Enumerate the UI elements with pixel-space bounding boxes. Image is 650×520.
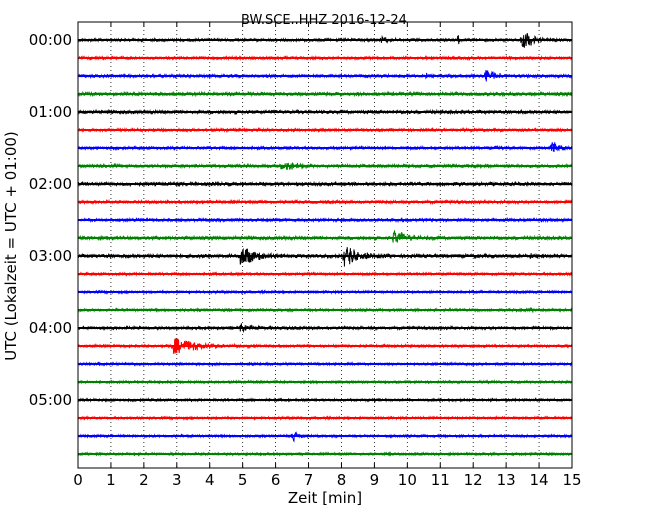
x-tick-label: 6: [271, 471, 281, 489]
x-tick-label: 11: [431, 471, 450, 489]
y-tick-label: 00:00: [29, 31, 72, 49]
y-tick-label: 03:00: [29, 247, 72, 265]
trace-layer: [77, 32, 573, 457]
y-axis: 00:00 01:00 02:00 03:00 04:00 05:00: [29, 31, 572, 409]
x-tick-label: 1: [106, 471, 116, 489]
y-axis-label: UTC (Lokalzeit = UTC + 01:00): [2, 131, 20, 361]
x-tick-label: 14: [530, 471, 549, 489]
x-tick-label: 15: [562, 471, 581, 489]
x-tick-label: 3: [172, 471, 182, 489]
y-tick-label: 05:00: [29, 391, 72, 409]
x-tick-label: 8: [337, 471, 347, 489]
x-axis-label: Zeit [min]: [288, 489, 362, 507]
x-tick-label: 13: [497, 471, 516, 489]
plot-frame: [77, 21, 573, 469]
x-tick-label: 10: [398, 471, 417, 489]
y-tick-label: 04:00: [29, 319, 72, 337]
y-tick-label: 02:00: [29, 175, 72, 193]
x-tick-label: 5: [238, 471, 248, 489]
x-tick-label: 12: [464, 471, 483, 489]
x-tick-label: 4: [205, 471, 215, 489]
y-tick-label: 01:00: [29, 103, 72, 121]
x-tick-label: 9: [370, 471, 380, 489]
x-tick-label: 7: [304, 471, 314, 489]
x-axis: 0 1 2 3 4 5 6 7 8 9 10 11 12 13 14 15: [73, 22, 582, 489]
x-tick-label: 0: [73, 471, 83, 489]
chart-title: BW.SCE..HHZ 2016-12-24: [241, 13, 407, 28]
trace-0245: [77, 230, 573, 243]
x-tick-label: 2: [139, 471, 149, 489]
